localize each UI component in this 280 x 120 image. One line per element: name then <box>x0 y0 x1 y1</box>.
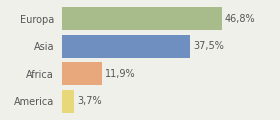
Text: 11,9%: 11,9% <box>105 69 136 79</box>
Bar <box>62 35 190 57</box>
Bar <box>62 90 74 113</box>
Text: 3,7%: 3,7% <box>77 96 102 106</box>
Text: 46,8%: 46,8% <box>225 14 256 24</box>
Bar <box>62 63 102 85</box>
Text: 37,5%: 37,5% <box>193 41 224 51</box>
Bar <box>62 7 222 30</box>
